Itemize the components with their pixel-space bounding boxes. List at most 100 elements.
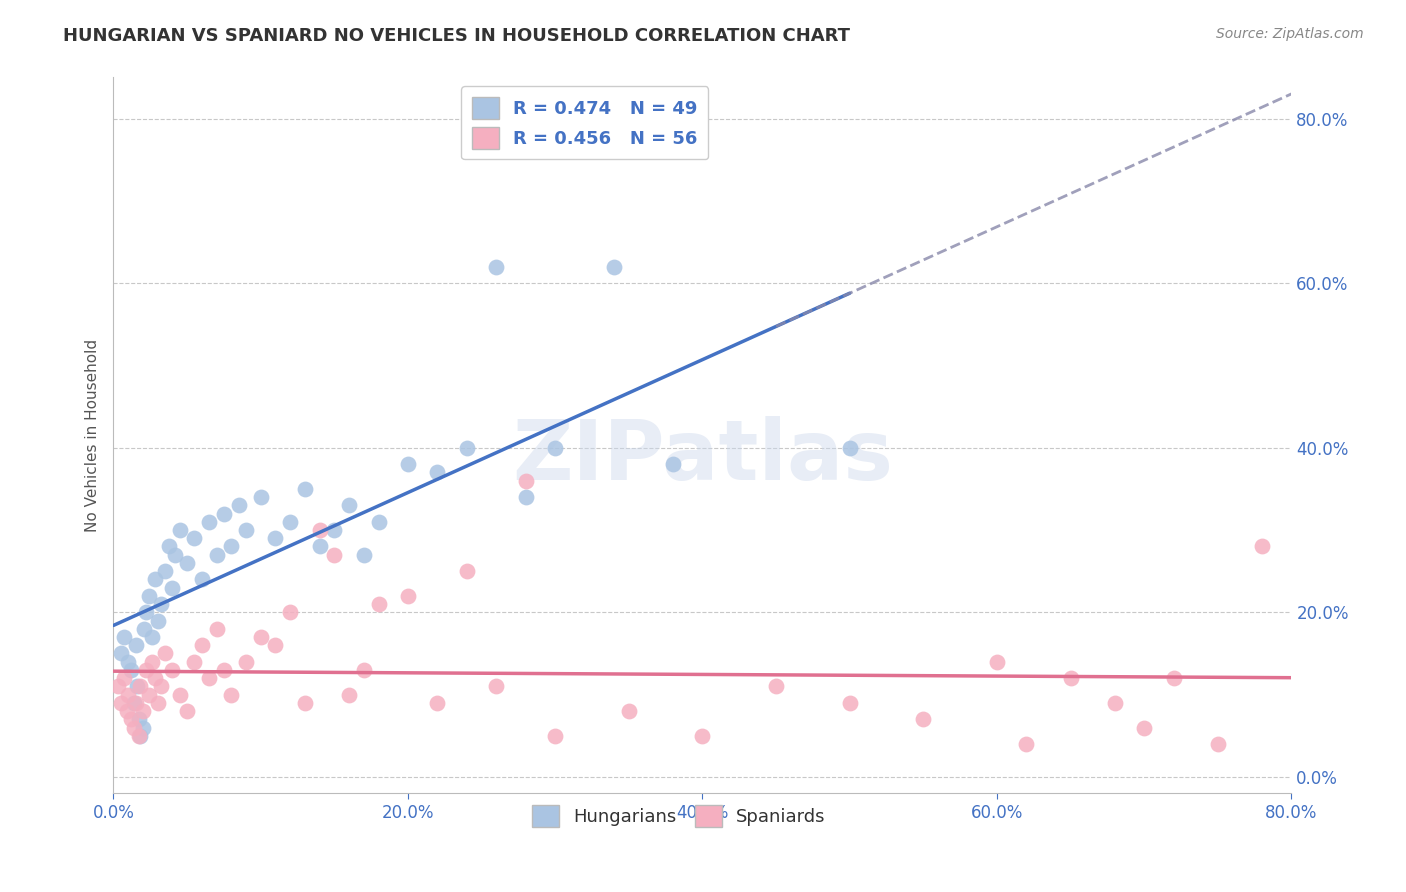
- Point: [115, 704, 138, 718]
- Point: [249, 630, 271, 644]
- Point: [765, 679, 787, 693]
- Point: [1206, 737, 1229, 751]
- Legend: Hungarians, Spaniards: Hungarians, Spaniards: [524, 798, 834, 834]
- Point: [1015, 737, 1038, 751]
- Point: [165, 548, 187, 562]
- Point: [110, 647, 132, 661]
- Point: [249, 490, 271, 504]
- Point: [176, 556, 198, 570]
- Point: [278, 605, 301, 619]
- Point: [124, 638, 146, 652]
- Y-axis label: No Vehicles in Household: No Vehicles in Household: [86, 339, 100, 532]
- Point: [986, 655, 1008, 669]
- Point: [153, 647, 176, 661]
- Point: [117, 688, 139, 702]
- Point: [515, 474, 537, 488]
- Point: [912, 712, 935, 726]
- Point: [426, 696, 449, 710]
- Point: [426, 466, 449, 480]
- Point: [485, 679, 508, 693]
- Point: [515, 490, 537, 504]
- Text: Source: ZipAtlas.com: Source: ZipAtlas.com: [1216, 27, 1364, 41]
- Text: HUNGARIAN VS SPANIARD NO VEHICLES IN HOUSEHOLD CORRELATION CHART: HUNGARIAN VS SPANIARD NO VEHICLES IN HOU…: [63, 27, 851, 45]
- Text: ZIPatlas: ZIPatlas: [512, 417, 893, 498]
- Point: [110, 696, 132, 710]
- Point: [205, 548, 228, 562]
- Point: [132, 721, 155, 735]
- Point: [129, 729, 152, 743]
- Point: [838, 696, 860, 710]
- Point: [278, 515, 301, 529]
- Point: [396, 457, 419, 471]
- Point: [146, 614, 169, 628]
- Point: [617, 704, 640, 718]
- Point: [1133, 721, 1156, 735]
- Point: [308, 540, 330, 554]
- Point: [544, 441, 567, 455]
- Point: [143, 671, 166, 685]
- Point: [212, 663, 235, 677]
- Point: [138, 589, 160, 603]
- Point: [235, 523, 257, 537]
- Point: [162, 663, 184, 677]
- Point: [337, 499, 360, 513]
- Point: [544, 729, 567, 743]
- Point: [662, 457, 685, 471]
- Point: [323, 548, 346, 562]
- Point: [107, 679, 129, 693]
- Point: [191, 573, 214, 587]
- Point: [146, 696, 169, 710]
- Point: [692, 729, 714, 743]
- Point: [337, 688, 360, 702]
- Point: [153, 564, 176, 578]
- Point: [228, 499, 250, 513]
- Point: [235, 655, 257, 669]
- Point: [122, 696, 145, 710]
- Point: [135, 663, 157, 677]
- Point: [149, 597, 172, 611]
- Point: [191, 638, 214, 652]
- Point: [162, 581, 184, 595]
- Point: [143, 573, 166, 587]
- Point: [128, 729, 150, 743]
- Point: [149, 679, 172, 693]
- Point: [198, 515, 221, 529]
- Point: [485, 260, 508, 274]
- Point: [120, 663, 142, 677]
- Point: [1104, 696, 1126, 710]
- Point: [221, 540, 243, 554]
- Point: [838, 441, 860, 455]
- Point: [120, 712, 142, 726]
- Point: [128, 712, 150, 726]
- Point: [132, 704, 155, 718]
- Point: [183, 531, 205, 545]
- Point: [122, 721, 145, 735]
- Point: [169, 523, 191, 537]
- Point: [294, 696, 316, 710]
- Point: [221, 688, 243, 702]
- Point: [159, 540, 181, 554]
- Point: [138, 688, 160, 702]
- Point: [264, 638, 287, 652]
- Point: [117, 655, 139, 669]
- Point: [603, 260, 626, 274]
- Point: [125, 679, 148, 693]
- Point: [367, 597, 389, 611]
- Point: [456, 564, 478, 578]
- Point: [169, 688, 191, 702]
- Point: [396, 589, 419, 603]
- Point: [456, 441, 478, 455]
- Point: [212, 507, 235, 521]
- Point: [353, 663, 375, 677]
- Point: [367, 515, 389, 529]
- Point: [176, 704, 198, 718]
- Point: [205, 622, 228, 636]
- Point: [1059, 671, 1081, 685]
- Point: [198, 671, 221, 685]
- Point: [294, 482, 316, 496]
- Point: [135, 605, 157, 619]
- Point: [141, 630, 163, 644]
- Point: [129, 679, 152, 693]
- Point: [1163, 671, 1185, 685]
- Point: [134, 622, 156, 636]
